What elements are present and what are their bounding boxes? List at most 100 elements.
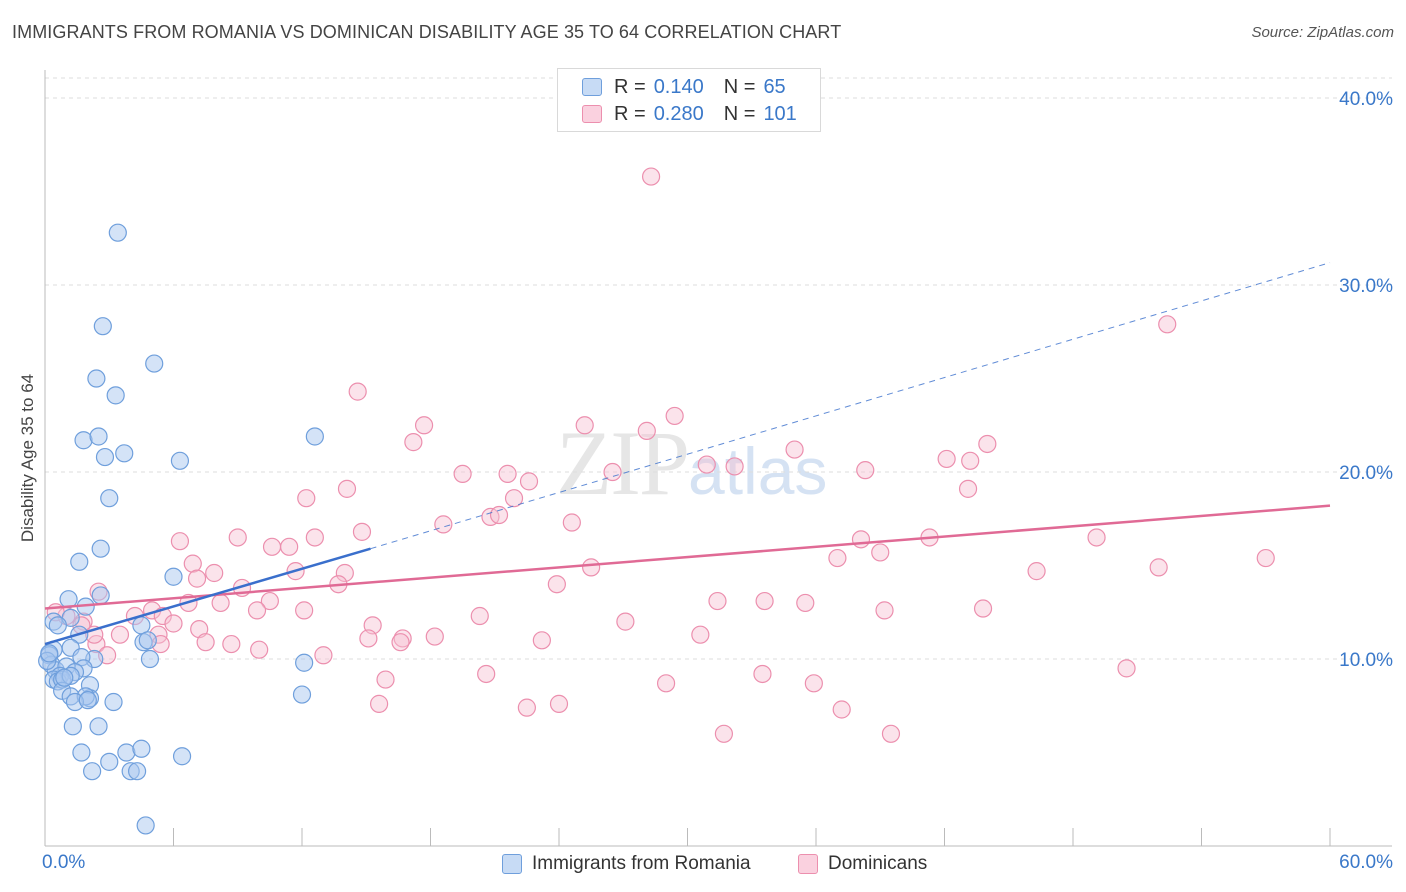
data-point-dominicans: [532, 631, 551, 650]
legend-n-label: N =: [723, 102, 756, 125]
data-point-romania: [305, 427, 324, 446]
data-point-romania: [40, 644, 59, 663]
y-tick-label: 10.0%: [1339, 650, 1393, 671]
watermark-atlas: atlas: [688, 434, 828, 508]
data-point-dominicans: [295, 601, 314, 620]
data-point-dominicans: [352, 522, 372, 541]
data-point-dominicans: [1117, 659, 1136, 678]
data-point-romania: [70, 552, 89, 571]
data-point-dominicans: [498, 464, 517, 483]
data-point-dominicans: [656, 674, 676, 693]
data-point-romania: [100, 489, 119, 508]
data-point-dominicans: [370, 694, 389, 713]
data-point-romania: [140, 649, 160, 669]
data-point-dominicans: [222, 634, 241, 654]
data-point-dominicans: [804, 674, 823, 693]
data-point-dominicans: [196, 633, 215, 652]
data-point-romania: [127, 762, 147, 781]
data-point-dominicans: [785, 440, 804, 459]
data-point-dominicans: [250, 640, 269, 659]
data-point-dominicans: [755, 591, 774, 611]
data-point-dominicans: [404, 433, 423, 452]
data-point-romania: [83, 762, 102, 781]
data-point-dominicans: [517, 698, 536, 717]
data-point-dominicans: [434, 515, 453, 534]
data-point-dominicans: [881, 724, 901, 743]
data-point-dominicans: [856, 461, 875, 480]
data-point-dominicans: [973, 599, 993, 618]
data-point-dominicans: [562, 513, 581, 532]
data-point-dominicans: [260, 591, 279, 611]
data-point-romania: [164, 567, 183, 586]
data-point-romania: [172, 747, 192, 766]
data-point-romania: [63, 717, 82, 736]
data-point-romania: [72, 743, 91, 762]
y-axis-label: Disability Age 35 to 64: [18, 373, 37, 543]
data-point-dominicans: [828, 548, 847, 568]
data-point-dominicans: [691, 625, 710, 644]
source-label: Source: ZipAtlas.com: [1251, 24, 1394, 41]
x-tick-label: 0.0%: [42, 852, 85, 873]
data-point-dominicans: [871, 543, 890, 562]
data-point-dominicans: [1158, 315, 1177, 334]
y-tick-label: 30.0%: [1339, 276, 1393, 297]
data-point-dominicans: [337, 479, 357, 498]
bottom-legend-swatch-blue: [502, 854, 522, 874]
legend-r-value: 0.140: [653, 75, 704, 98]
data-point-dominicans: [978, 434, 997, 454]
data-point-dominicans: [489, 505, 509, 525]
legend-row-dominicans: R = 0.280 N = 101: [582, 102, 797, 126]
data-point-dominicans: [335, 563, 354, 583]
data-point-romania: [89, 427, 108, 446]
data-point-dominicans: [110, 625, 130, 644]
data-point-romania: [100, 752, 119, 771]
data-point-dominicans: [453, 464, 472, 483]
legend-swatch-blue: [582, 78, 602, 96]
data-point-romania: [87, 369, 106, 388]
data-point-dominicans: [697, 455, 716, 474]
data-point-romania: [138, 631, 157, 650]
data-point-dominicans: [641, 167, 661, 186]
correlation-legend: R = 0.140 N = 65 R = 0.280 N = 101: [557, 68, 821, 132]
data-point-romania: [93, 317, 112, 336]
data-point-dominicans: [958, 479, 978, 498]
data-point-romania: [48, 616, 67, 635]
data-point-dominicans: [519, 472, 539, 491]
data-point-dominicans: [297, 489, 316, 508]
data-point-dominicans: [348, 382, 367, 401]
bottom-legend-romania: Immigrants from Romania: [502, 852, 751, 876]
legend-n-label: N =: [723, 75, 756, 98]
data-point-dominicans: [414, 416, 434, 435]
data-point-dominicans: [305, 528, 324, 547]
legend-r-label: R =: [614, 102, 646, 125]
legend-row-romania: R = 0.140 N = 65: [582, 75, 786, 99]
data-point-romania: [132, 739, 151, 758]
data-point-dominicans: [961, 451, 980, 470]
data-point-romania: [145, 354, 164, 373]
data-point-dominicans: [262, 537, 282, 556]
data-point-romania: [91, 539, 110, 558]
data-point-dominicans: [314, 646, 333, 665]
data-point-dominicans: [665, 406, 684, 426]
data-point-dominicans: [637, 421, 656, 440]
data-point-dominicans: [391, 633, 410, 652]
data-point-dominicans: [205, 563, 224, 583]
data-point-dominicans: [547, 575, 566, 594]
data-point-dominicans: [937, 449, 956, 469]
bottom-legend-label-romania: Immigrants from Romania: [532, 853, 751, 874]
data-point-dominicans: [164, 614, 183, 633]
bottom-legend-dominicans: Dominicans: [798, 852, 927, 876]
data-point-dominicans: [187, 569, 207, 588]
trend-line-romania-extension: [370, 262, 1331, 550]
data-point-romania: [55, 668, 74, 687]
data-point-romania: [95, 447, 115, 467]
trend-line-dominicans: [44, 504, 1331, 610]
data-point-romania: [74, 431, 93, 450]
data-point-dominicans: [504, 489, 524, 508]
data-point-dominicans: [1149, 558, 1168, 577]
data-point-dominicans: [575, 416, 594, 435]
x-tick-label: 60.0%: [1339, 852, 1393, 873]
data-point-dominicans: [1087, 528, 1106, 547]
data-point-dominicans: [280, 537, 299, 556]
data-point-dominicans: [359, 629, 378, 648]
